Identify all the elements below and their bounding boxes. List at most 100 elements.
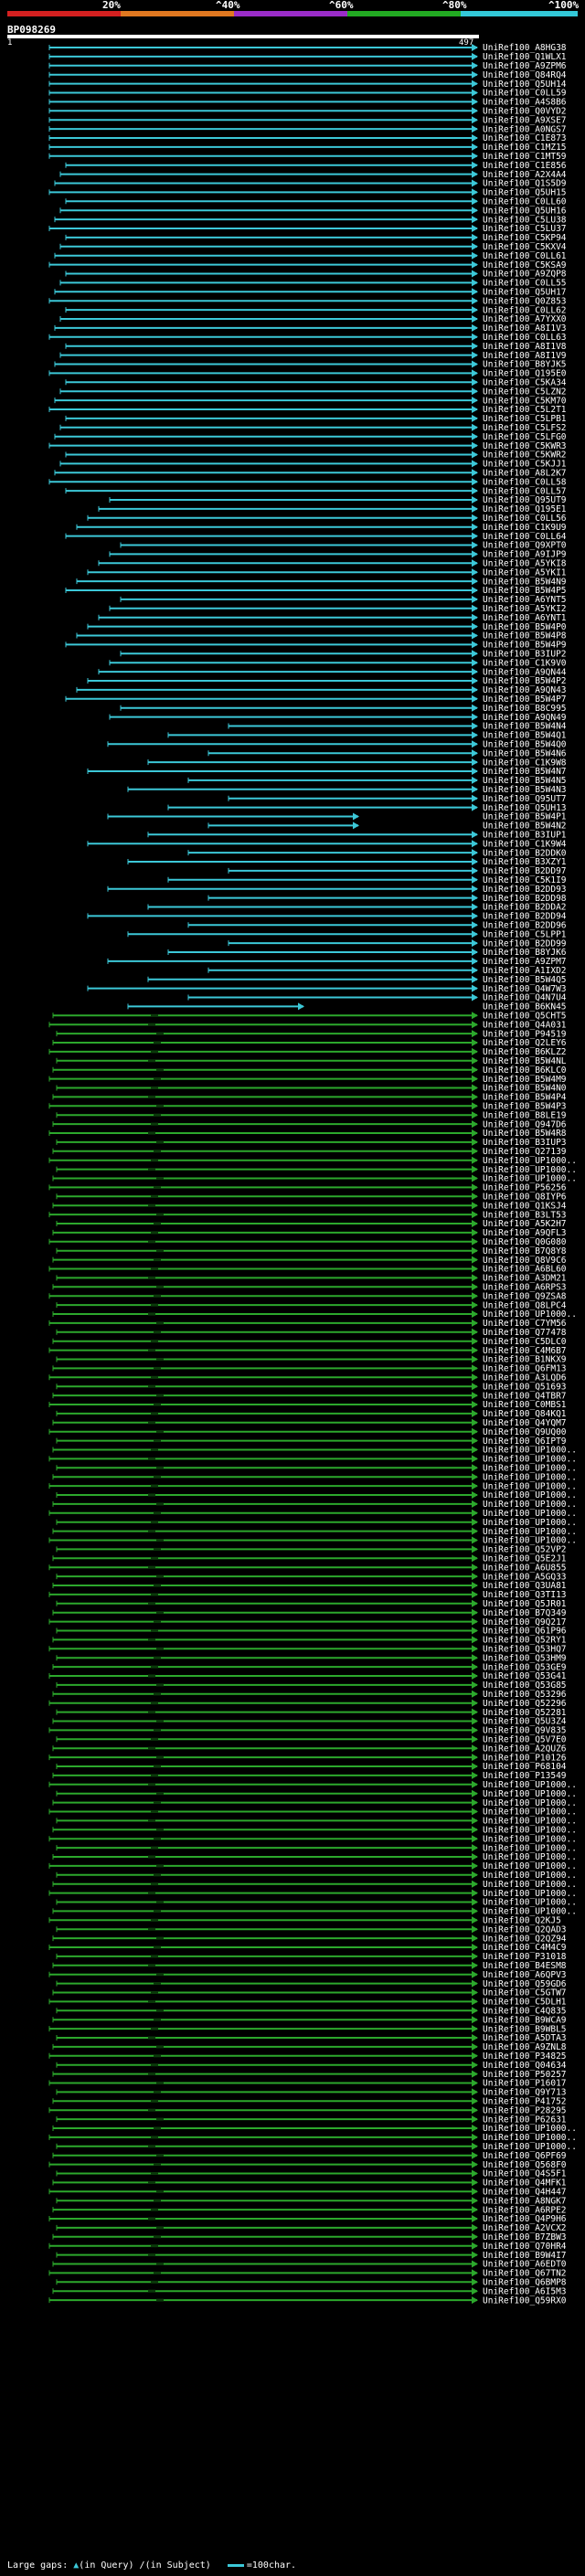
hit-row[interactable]: UniRef100_C5KP94 [65,233,567,243]
hit-label[interactable]: UniRef100_Q5U3Z4 [483,1717,567,1727]
hit-label[interactable]: UniRef100_Q0VYD2 [483,107,567,117]
hit-row[interactable]: UniRef100_Q84KQ1 [56,1409,567,1419]
hit-row[interactable]: UniRef100_UP1000.. [56,1789,577,1799]
hit-row[interactable]: UniRef100_A6QPV3 [48,1970,567,1980]
hit-row[interactable]: UniRef100_Q5UH16 [59,206,567,216]
hit-row[interactable]: UniRef100_A6YNT5 [120,595,567,605]
hit-row[interactable]: UniRef100_UP1000.. [52,1309,577,1320]
hit-row[interactable]: UniRef100_UP1000.. [56,1518,577,1528]
hit-row[interactable]: UniRef100_Q4N7U4 [187,993,567,1003]
hit-label[interactable]: UniRef100_B2DD98 [483,894,567,904]
hit-label[interactable]: UniRef100_Q27139 [483,1147,567,1157]
hit-row[interactable]: UniRef100_C1MZ15 [48,143,567,153]
hit-row[interactable]: UniRef100_P10126 [48,1753,567,1763]
hit-row[interactable]: UniRef100_UP1000.. [48,1834,577,1844]
hit-label[interactable]: UniRef100_UP1000.. [483,1907,577,1917]
hit-row[interactable]: UniRef100_Q52VP2 [56,1545,567,1555]
hit-row[interactable]: UniRef100_Q9XPT0 [120,541,567,551]
hit-row[interactable]: UniRef100_C0LL63 [48,333,567,343]
hit-label[interactable]: UniRef100_A2QUZ6 [483,1744,567,1754]
hit-label[interactable]: UniRef100_B5W4P9 [483,641,567,651]
hit-row[interactable]: UniRef100_B5W4N0 [56,1084,567,1094]
hit-label[interactable]: UniRef100_P34825 [483,2051,567,2062]
hit-row[interactable]: UniRef100_B5W4P4 [52,1093,567,1103]
hit-label[interactable]: UniRef100_C5GTW7 [483,1988,567,1998]
hit-label[interactable]: UniRef100_A8I1V9 [483,351,567,361]
hit-row[interactable]: UniRef100_A6RPE2 [52,2205,567,2215]
hit-label[interactable]: UniRef100_C0LL62 [483,305,567,315]
hit-row[interactable]: UniRef100_UP1000.. [52,1798,577,1808]
hit-row[interactable]: UniRef100_Q27139 [52,1147,567,1157]
hit-label[interactable]: UniRef100_UP1000.. [483,1780,577,1790]
hit-label[interactable]: UniRef100_Q2LEY6 [483,1038,567,1048]
hit-label[interactable]: UniRef100_A9QN43 [483,685,567,695]
hit-label[interactable]: UniRef100_B5W4N5 [483,776,567,786]
hit-row[interactable]: UniRef100_Q3UA81 [52,1581,567,1591]
hit-row[interactable]: UniRef100_B3LT53 [48,1210,567,1220]
hit-label[interactable]: UniRef100_Q568F0 [483,2160,567,2170]
hit-label[interactable]: UniRef100_Q5UH17 [483,288,567,298]
hit-label[interactable]: UniRef100_UP1000.. [483,1817,577,1827]
hit-row[interactable]: UniRef100_C5KSA9 [48,260,567,270]
hit-row[interactable]: UniRef100_A9ZPM6 [48,61,567,71]
hit-row[interactable]: UniRef100_B2DD96 [187,921,567,931]
hit-row[interactable]: UniRef100_C5KXV4 [59,242,567,252]
hit-row[interactable]: UniRef100_Q2KJ5 [48,1916,561,1926]
hit-label[interactable]: UniRef100_C0LL60 [483,197,567,207]
hit-row[interactable]: UniRef100_B5W4N5 [187,776,567,786]
hit-row[interactable]: UniRef100_A5GQ33 [56,1572,567,1582]
hit-row[interactable]: UniRef100_UP1000.. [52,1472,577,1482]
hit-row[interactable]: UniRef100_A2QUZ6 [52,1744,567,1754]
hit-row[interactable]: UniRef100_UP1000.. [52,2124,577,2134]
hit-label[interactable]: UniRef100_C0LL57 [483,486,567,496]
hit-row[interactable]: UniRef100_C5LFS2 [59,423,567,433]
hit-label[interactable]: UniRef100_Q3UA81 [483,1581,567,1591]
hit-row[interactable]: UniRef100_B5W4Q1 [167,731,567,741]
hit-row[interactable]: UniRef100_Q1WLX1 [48,52,567,62]
hit-label[interactable]: UniRef100_P50257 [483,2070,567,2080]
hit-label[interactable]: UniRef100_B2DD99 [483,938,567,949]
hit-row[interactable]: UniRef100_P13549 [52,1771,567,1781]
hit-row[interactable]: UniRef100_A9ZNL8 [52,2042,567,2052]
hit-row[interactable]: UniRef100_Q4MFK1 [52,2178,567,2189]
hit-row[interactable]: UniRef100_B7Q8Y8 [56,1246,567,1256]
hit-row[interactable]: UniRef100_Q77478 [56,1328,567,1338]
hit-row[interactable]: UniRef100_B9W4I7 [56,2251,567,2261]
hit-row[interactable]: UniRef100_C5KWR2 [65,451,567,461]
hit-row[interactable]: UniRef100_Q67TN2 [48,2269,567,2279]
hit-label[interactable]: UniRef100_Q5E2J1 [483,1554,567,1564]
hit-row[interactable]: UniRef100_B5W4N7 [87,767,567,777]
hit-row[interactable]: UniRef100_Q04634 [56,2061,567,2071]
hit-label[interactable]: UniRef100_UP1000.. [483,1472,577,1482]
hit-label[interactable]: UniRef100_C0LL63 [483,333,567,343]
hit-label[interactable]: UniRef100_B8YJK5 [483,360,567,370]
hit-label[interactable]: UniRef100_B5W4P8 [483,631,567,641]
hit-row[interactable]: UniRef100_Q52296 [48,1699,567,1709]
hit-label[interactable]: UniRef100_UP1000.. [483,1309,577,1320]
hit-label[interactable]: UniRef100_A6YNT1 [483,613,567,623]
hit-row[interactable]: UniRef100_B5W4P7 [65,694,567,705]
hit-row[interactable]: UniRef100_UP1000.. [52,1174,577,1184]
hit-row[interactable]: UniRef100_B1NKX9 [56,1355,567,1365]
hit-label[interactable]: UniRef100_Q6IPT9 [483,1436,567,1447]
hit-row[interactable]: UniRef100_UP1000.. [56,1464,577,1474]
hit-label[interactable]: UniRef100_A6RPS3 [483,1283,567,1293]
hit-row[interactable]: UniRef100_A6EDT0 [52,2260,567,2270]
hit-label[interactable]: UniRef100_A9QN49 [483,713,567,723]
hit-row[interactable]: UniRef100_Q0VYD2 [48,107,567,117]
hit-label[interactable]: UniRef100_C0LL61 [483,251,567,261]
hit-label[interactable]: UniRef100_Q53GE9 [483,1662,567,1672]
hit-label[interactable]: UniRef100_Q4MFK1 [483,2178,567,2189]
hit-row[interactable]: UniRef100_B6KLC0 [52,1065,567,1076]
hit-label[interactable]: UniRef100_B5W4P7 [483,694,567,705]
hit-label[interactable]: UniRef100_Q4P9H6 [483,2214,567,2224]
hit-row[interactable]: UniRef100_Q6BMP8 [56,2278,567,2288]
hit-row[interactable]: UniRef100_C0LL57 [65,486,567,496]
hit-row[interactable]: UniRef100_UP1000.. [56,1871,577,1881]
hit-row[interactable]: UniRef100_UP1000.. [52,1852,577,1862]
hit-label[interactable]: UniRef100_B2DDK0 [483,848,567,858]
hit-row[interactable]: UniRef100_B2DDK0 [187,848,567,858]
hit-label[interactable]: UniRef100_A7YXX0 [483,314,567,324]
hit-row[interactable]: UniRef100_UP1000.. [48,1780,577,1790]
hit-row[interactable]: UniRef100_B8C995 [120,704,567,714]
